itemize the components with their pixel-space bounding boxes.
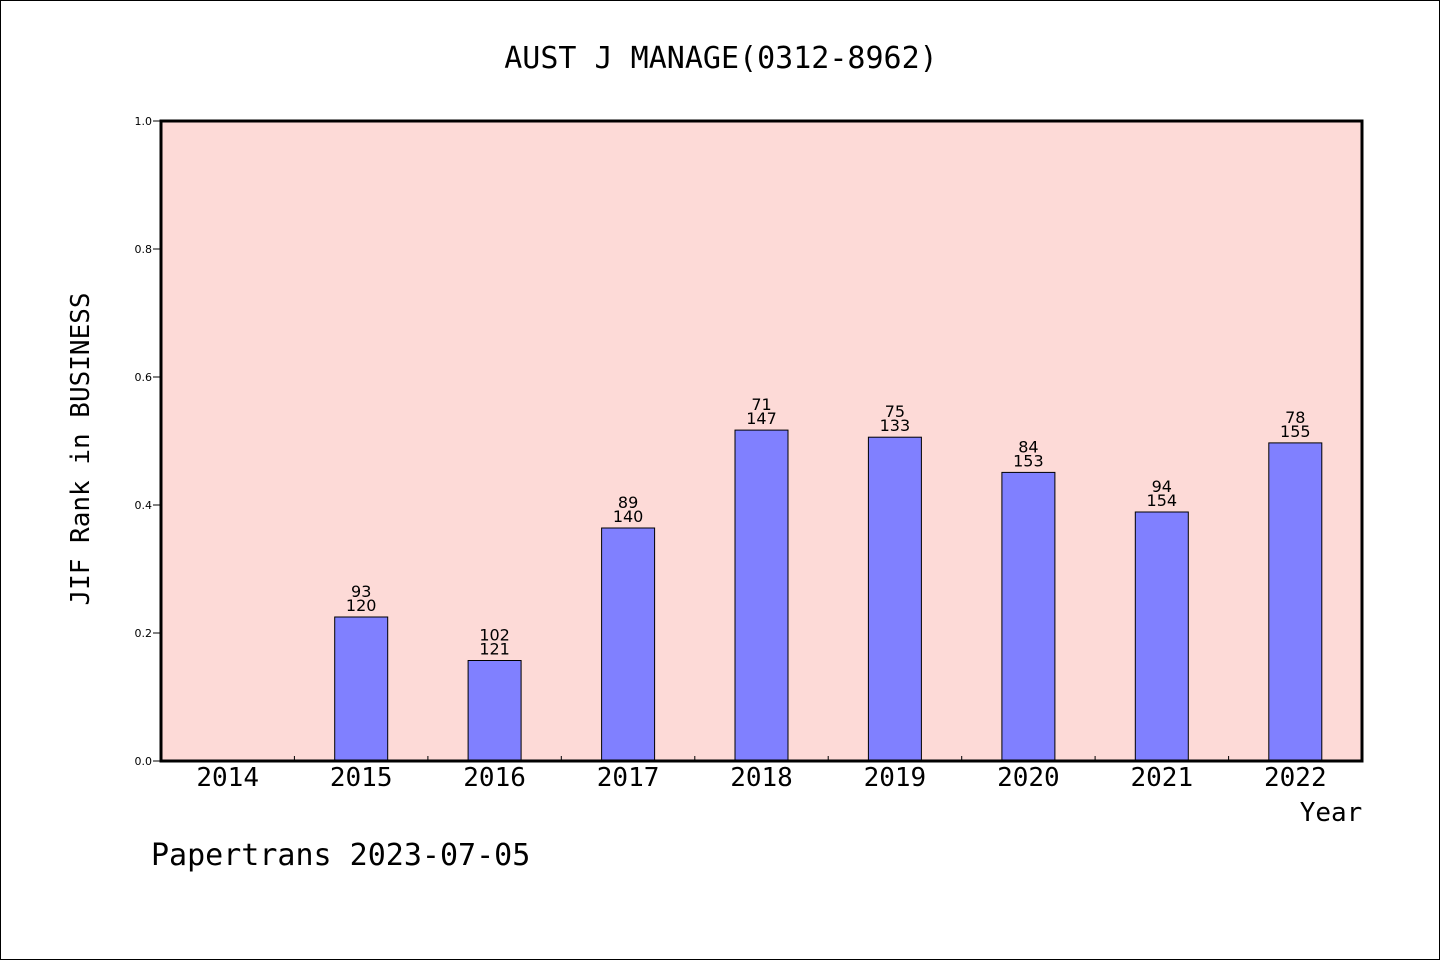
y-tick-label: 0.0 (135, 755, 153, 768)
x-axis-label: Year (1300, 798, 1363, 828)
data-label-rank-2015: 93 (351, 582, 371, 601)
y-axis: 0.0 0.2 0.4 0.6 0.8 1.0 (135, 115, 161, 768)
bar-2021 (1134, 511, 1189, 762)
x-tick-label-2019: 2019 (864, 763, 927, 793)
x-tick-label-2016: 2016 (463, 763, 526, 793)
x-tick-label-2021: 2021 (1130, 763, 1193, 793)
y-tick-label: 0.6 (135, 371, 153, 384)
data-label-rank-2017: 89 (618, 493, 638, 512)
data-label-total-2020: 153 (1013, 451, 1044, 470)
x-tick-label-2015: 2015 (330, 763, 393, 793)
footer-text: Papertrans 2023-07-05 (151, 838, 530, 873)
bar-2020 (1001, 471, 1056, 762)
data-label-rank-2021: 94 (1152, 477, 1172, 496)
bar-2022 (1268, 442, 1323, 762)
plot-frame (159, 119, 1364, 763)
data-label-total-2019: 133 (880, 416, 911, 435)
y-axis-label: JIF Rank in BUSINESS (66, 292, 96, 605)
x-tick-label-2014: 2014 (196, 763, 259, 793)
data-label-total-2017: 140 (613, 507, 644, 526)
data-label-rank-2018: 71 (751, 395, 771, 414)
bar-2015 (334, 616, 389, 762)
y-tick-label: 1.0 (135, 115, 153, 128)
data-label-total-2015: 120 (346, 596, 377, 615)
x-tick-label-2020: 2020 (997, 763, 1060, 793)
data-label-total-2021: 154 (1147, 491, 1178, 510)
x-axis: 2014 2015 2016 2017 2018 2019 2020 2021 2022 (196, 756, 1327, 793)
x-tick-label-2018: 2018 (730, 763, 793, 793)
data-label-total-2022: 155 (1280, 422, 1311, 441)
data-label-rank-2022: 78 (1285, 408, 1305, 427)
data-label-rank-2020: 84 (1018, 437, 1038, 456)
data-label-total-2018: 147 (746, 409, 777, 428)
x-tick-label-2022: 2022 (1264, 763, 1327, 793)
data-label-total-2016: 121 (479, 640, 510, 659)
data-label-rank-2019: 75 (885, 402, 905, 421)
x-tick-label-2017: 2017 (597, 763, 660, 793)
y-tick-label: 0.4 (135, 499, 153, 512)
bar-2016 (467, 660, 522, 762)
chart-title: AUST J MANAGE(0312-8962) (504, 41, 937, 76)
bar-2017 (601, 527, 656, 762)
y-tick-label: 0.2 (135, 627, 153, 640)
y-tick-label: 0.8 (135, 243, 153, 256)
bar-2018 (734, 429, 789, 762)
data-label-rank-2016: 102 (479, 626, 510, 645)
bar-2019 (867, 436, 922, 762)
bars-layer (334, 429, 1323, 762)
